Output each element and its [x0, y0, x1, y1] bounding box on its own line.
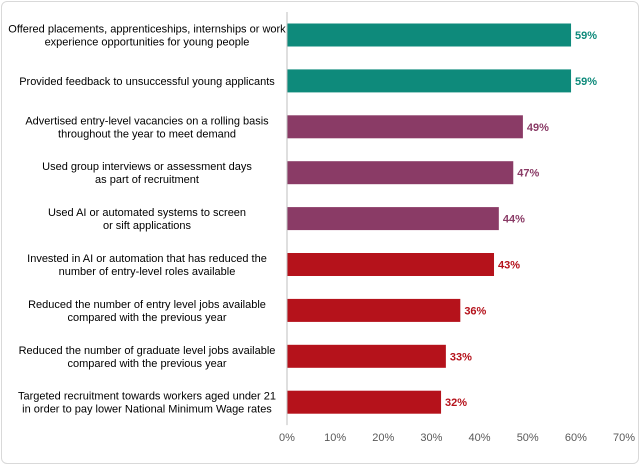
bar-9: [287, 390, 442, 414]
bar-6: [287, 253, 495, 276]
x-tick-label-40: 40%: [469, 432, 491, 444]
category-labels-group: Offered placements, apprenticeships, int…: [8, 24, 286, 416]
category-label-4: Used group interviews or assessment days…: [42, 161, 252, 186]
bar-2: [287, 69, 572, 93]
category-label-line: Invested in AI or automation that has re…: [27, 253, 267, 265]
data-label-5: 44%: [503, 214, 525, 226]
bar-8: [287, 344, 446, 368]
category-label-7: Reduced the number of entry level jobs a…: [28, 299, 266, 324]
bar-7: [287, 298, 461, 322]
category-label-line: Provided feedback to unsuccessful young …: [19, 76, 275, 88]
category-label-2: Provided feedback to unsuccessful young …: [19, 76, 275, 88]
category-label-line: as part of recruitment: [95, 174, 199, 186]
category-label-line: in order to pay lower National Minimum W…: [22, 404, 272, 416]
category-label-6: Invested in AI or automation that has re…: [27, 253, 267, 278]
x-tick-label-0: 0%: [279, 432, 295, 444]
data-label-6: 43%: [498, 260, 520, 272]
data-label-9: 32%: [445, 397, 467, 409]
bars-group: [287, 23, 572, 414]
x-tick-label-70: 70%: [613, 432, 635, 444]
data-label-2: 59%: [575, 76, 597, 88]
category-label-line: compared with the previous year: [68, 358, 227, 370]
bar-5: [287, 207, 499, 231]
category-label-line: Advertised entry-level vacancies on a ro…: [25, 115, 269, 127]
category-label-line: compared with the previous year: [68, 312, 227, 324]
x-tick-label-50: 50%: [517, 432, 539, 444]
category-label-9: Targeted recruitment towards workers age…: [18, 391, 276, 416]
data-label-7: 36%: [464, 305, 486, 317]
x-tick-label-30: 30%: [420, 432, 442, 444]
bar-3: [287, 115, 523, 139]
category-label-5: Used AI or automated systems to screen or…: [48, 207, 246, 232]
data-label-8: 33%: [450, 351, 472, 363]
category-label-line: experience opportunities for young peopl…: [45, 37, 250, 49]
x-tick-labels-group: 0% 10% 20% 30% 40% 50% 60% 70%: [279, 432, 635, 444]
category-label-line: Reduced the number of entry level jobs a…: [28, 299, 266, 311]
x-tick-label-60: 60%: [565, 432, 587, 444]
category-label-3: Advertised entry-level vacancies on a ro…: [25, 115, 269, 140]
category-label-line: Targeted recruitment towards workers age…: [18, 391, 276, 403]
bar-1: [287, 23, 572, 47]
x-tick-label-20: 20%: [372, 432, 394, 444]
category-label-8: Reduced the number of graduate level job…: [19, 345, 276, 370]
data-label-3: 49%: [527, 122, 549, 134]
data-label-4: 47%: [517, 168, 539, 180]
x-tick-label-10: 10%: [324, 432, 346, 444]
data-label-1: 59%: [575, 30, 597, 42]
bar-4: [287, 161, 514, 185]
category-label-line: Used AI or automated systems to screen: [48, 207, 246, 219]
category-label-line: or sift applications: [103, 220, 192, 232]
category-label-line: Reduced the number of graduate level job…: [19, 345, 276, 357]
category-label-line: Offered placements, apprenticeships, int…: [8, 24, 286, 36]
data-labels-group: 59% 59% 49% 47% 44% 43% 36% 33% 32%: [445, 30, 597, 409]
category-label-line: throughout the year to meet demand: [58, 128, 236, 140]
category-label-line: number of entry-level roles available: [59, 266, 236, 278]
category-label-line: Used group interviews or assessment days: [42, 161, 252, 173]
category-label-1: Offered placements, apprenticeships, int…: [8, 24, 286, 49]
